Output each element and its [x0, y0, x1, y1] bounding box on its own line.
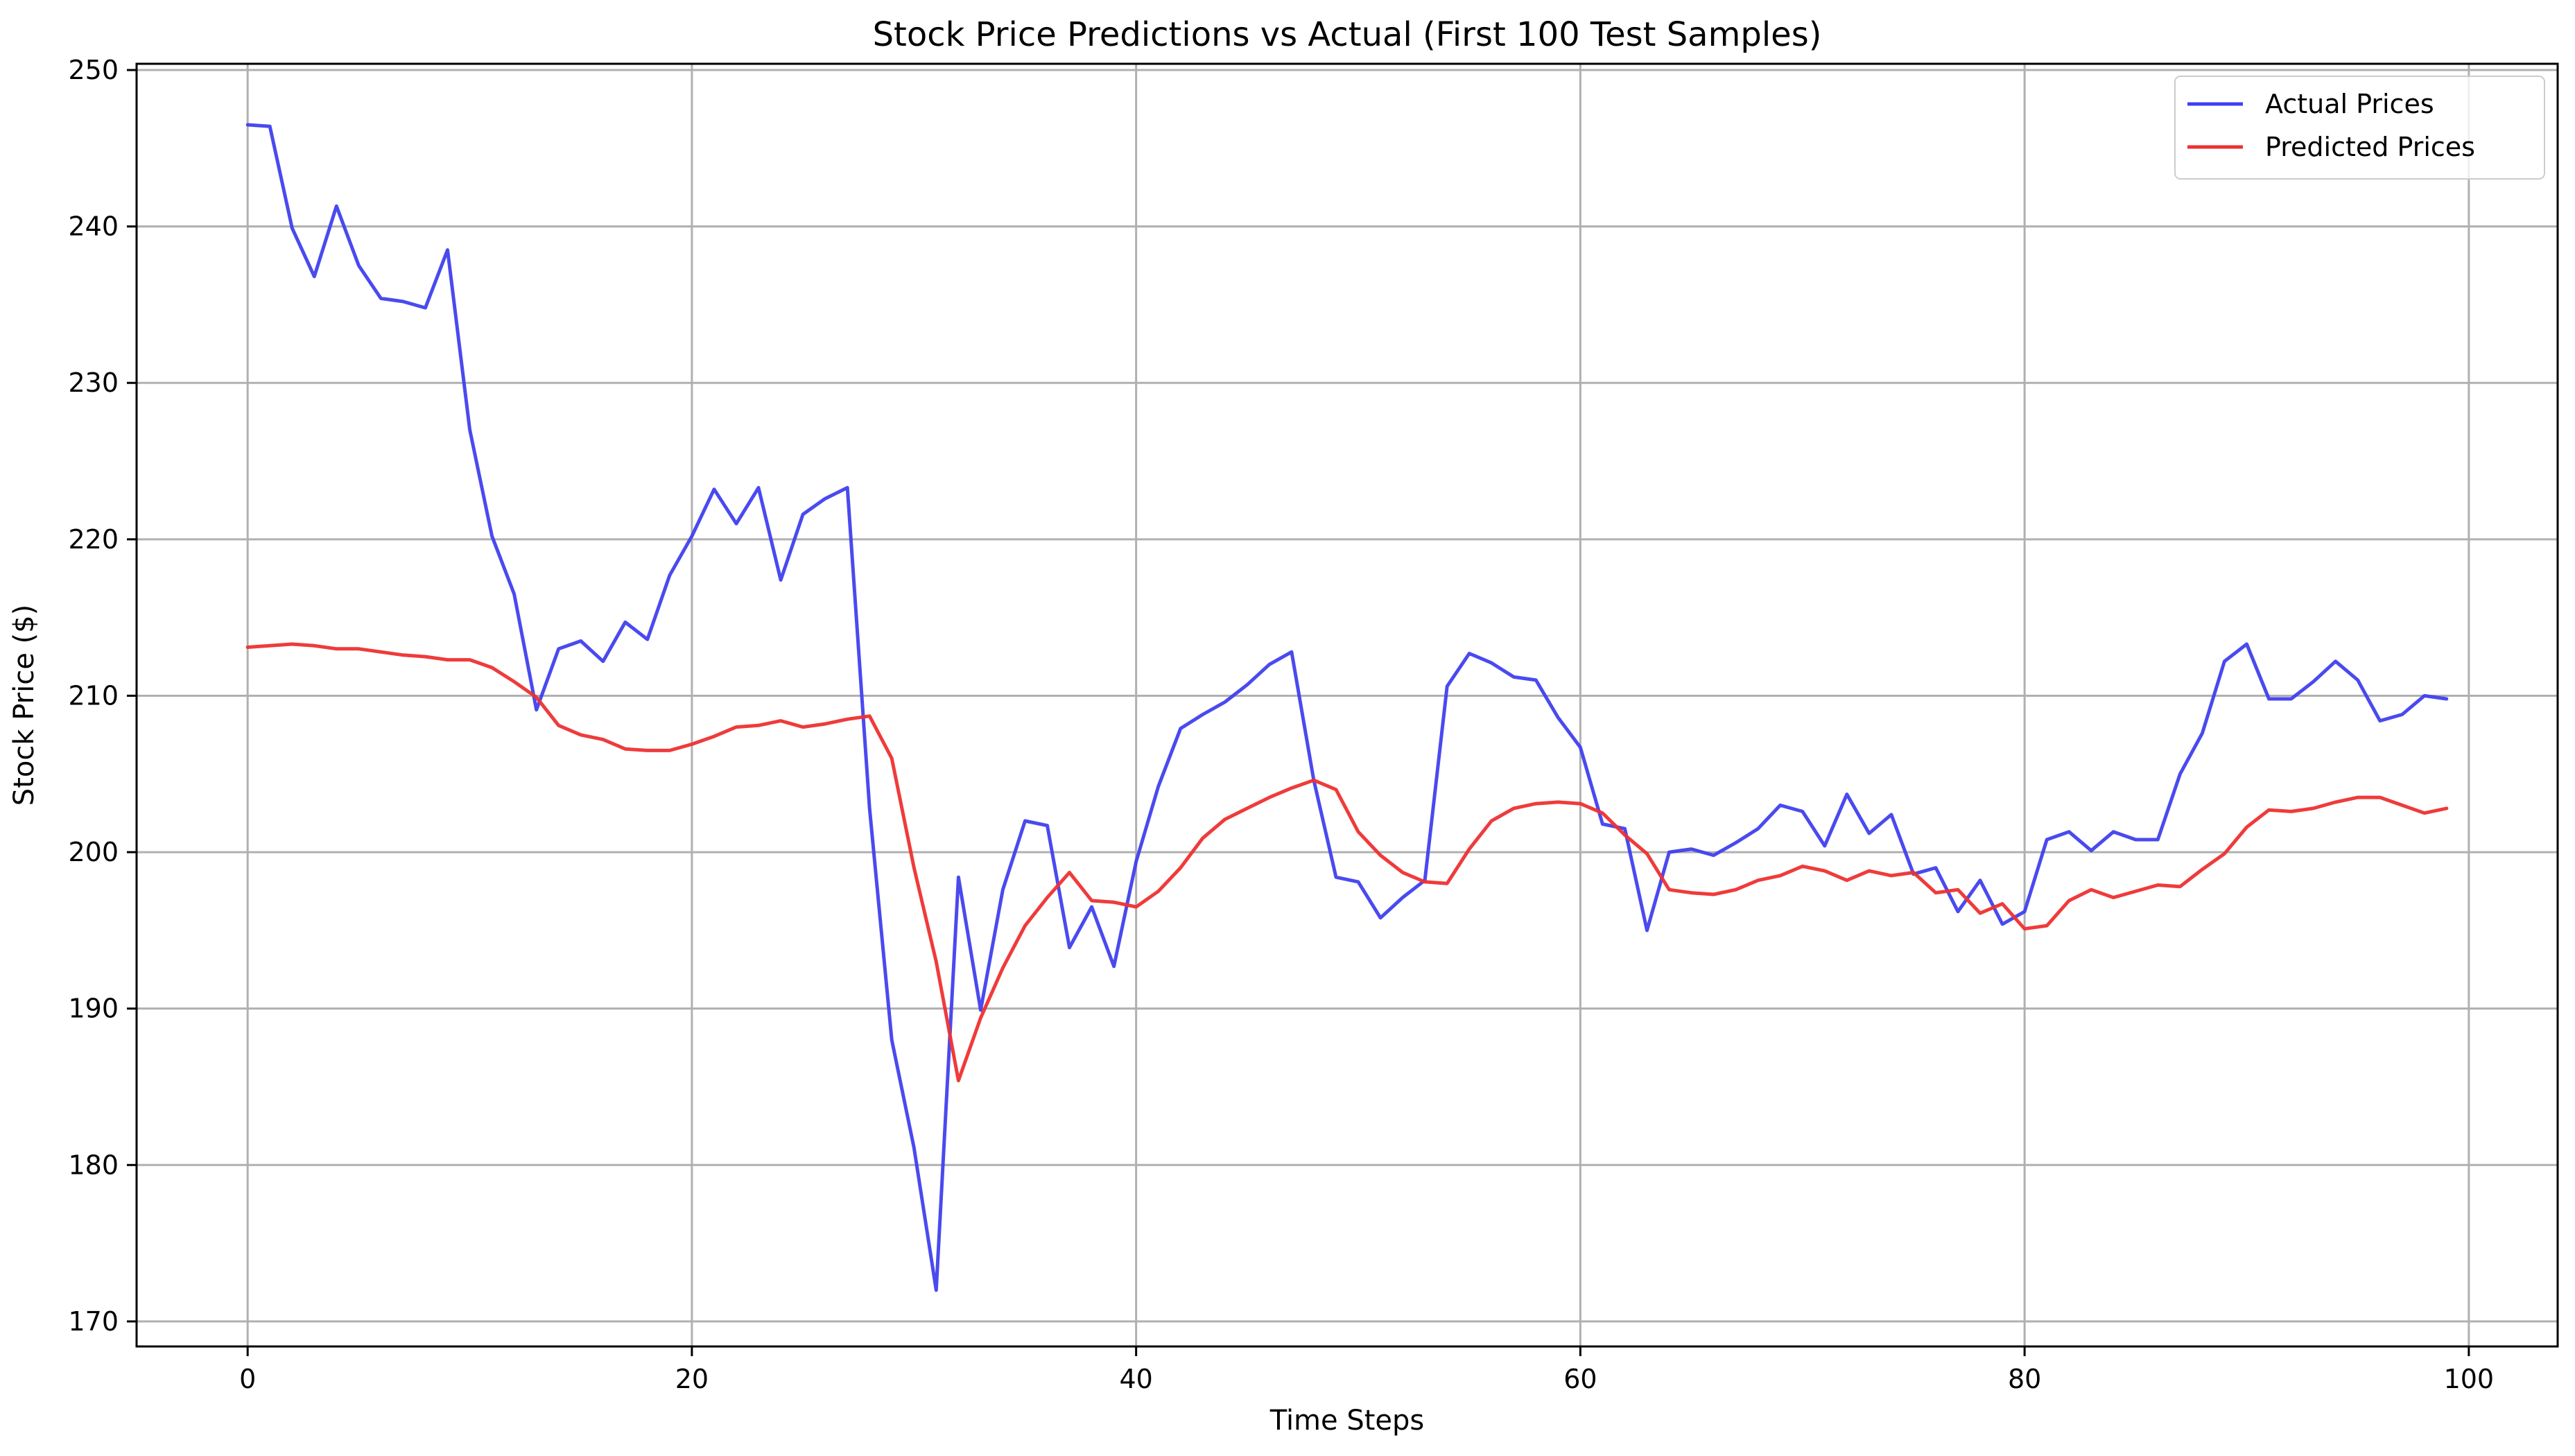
- y-tick-label: 190: [68, 994, 119, 1024]
- y-tick-label: 240: [68, 211, 119, 242]
- legend-label: Actual Prices: [2265, 89, 2434, 119]
- ticks: 0 20 40 60 80 100 170 180 190 200 210 220 230 240 250: [68, 55, 2494, 1394]
- legend-label: Predicted Prices: [2265, 132, 2475, 162]
- actual-prices-line: [245, 123, 2449, 1292]
- x-tick-label: 80: [2008, 1364, 2041, 1394]
- x-tick-label: 60: [1563, 1364, 1597, 1394]
- x-tick-label: 100: [2444, 1364, 2495, 1394]
- y-tick-label: 210: [68, 680, 119, 711]
- series-layer: [245, 123, 2449, 1292]
- chart-title: Stock Price Predictions vs Actual (First…: [873, 15, 1822, 54]
- y-tick-label: 220: [68, 524, 119, 555]
- legend-box: [2174, 76, 2545, 180]
- y-tick-label: 230: [68, 367, 119, 398]
- x-tick-label: 40: [1119, 1364, 1152, 1394]
- plot-frame: [135, 62, 2559, 1348]
- x-axis-label: Time Steps: [1269, 1405, 1425, 1437]
- x-tick-label: 20: [675, 1364, 709, 1394]
- legend: Actual Prices Predicted Prices: [2174, 76, 2545, 180]
- y-tick-label: 200: [68, 837, 119, 867]
- predicted-prices-line: [245, 642, 2449, 1082]
- y-axis-label: Stock Price ($): [8, 605, 40, 806]
- x-tick-label: 0: [239, 1364, 256, 1394]
- y-tick-label: 170: [68, 1306, 119, 1337]
- y-tick-label: 180: [68, 1150, 119, 1180]
- y-tick-label: 250: [68, 55, 119, 85]
